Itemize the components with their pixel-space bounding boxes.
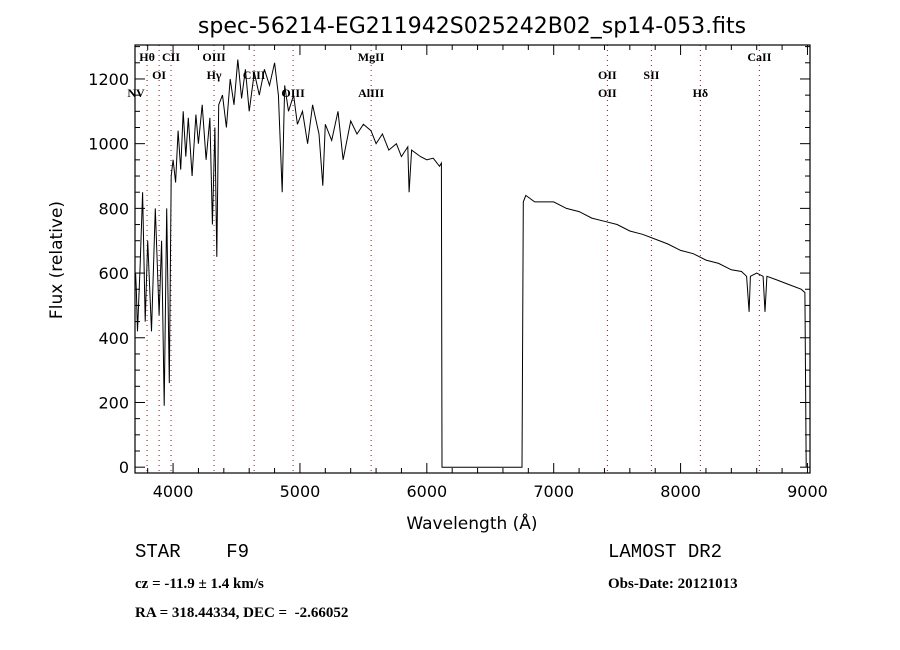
x-tick-label: 4000: [153, 482, 194, 501]
spectral-line-label: CII: [162, 50, 180, 64]
spectral-line-label: OI: [152, 68, 166, 82]
spectral-line-label: OIII: [202, 50, 226, 64]
y-tick-label: 600: [98, 264, 129, 283]
coordinates: RA = 318.44334, DEC = -2.66052: [135, 605, 349, 621]
spectral-line-label: OII: [598, 68, 617, 82]
obs-date: Obs-Date: 20121013: [608, 576, 738, 592]
y-tick-label: 800: [98, 199, 129, 218]
object-class: STAR F9: [135, 541, 250, 563]
spectral-line-label: SII: [643, 68, 659, 82]
spectral-line-label: Hδ: [693, 86, 709, 100]
x-tick-label: 7000: [533, 482, 574, 501]
spectral-line-label: OIII: [281, 86, 305, 100]
redshift-cz: cz = -11.9 ± 1.4 km/s: [135, 576, 264, 592]
x-tick-label: 6000: [406, 482, 447, 501]
spectral-line-label: NV: [127, 86, 145, 100]
x-tick-label: 8000: [660, 482, 701, 501]
y-tick-label: 1000: [88, 135, 129, 154]
spectral-line-label: Hγ: [207, 68, 222, 82]
spectral-line-label: CaII: [747, 50, 771, 64]
y-tick-label: 1200: [88, 70, 129, 89]
y-axis-label: Flux (relative): [47, 201, 67, 319]
x-tick-label: 9000: [787, 482, 828, 501]
x-tick-label: 5000: [280, 482, 321, 501]
axis-ticks: 4000 5000 6000 7000 8000 9000 0 200 400 600 800 100…: [88, 45, 828, 501]
spectral-line-label: MgII: [358, 50, 385, 64]
y-tick-label: 400: [98, 329, 129, 348]
y-tick-label: 200: [98, 393, 129, 412]
x-axis-label: Wavelength (Å): [406, 512, 537, 534]
survey-name: LAMOST DR2: [608, 541, 723, 563]
spectral-line-label: Hθ: [139, 50, 155, 64]
chart-title: spec-56214-EG211942S025242B02_sp14-053.f…: [198, 14, 746, 39]
spectral-line-label: OII: [598, 86, 617, 100]
spectral-line-label: AlIII: [358, 86, 384, 100]
plot-frame: [134, 44, 811, 474]
y-tick-label: 0: [119, 458, 129, 477]
spectrum-line: [135, 59, 807, 468]
